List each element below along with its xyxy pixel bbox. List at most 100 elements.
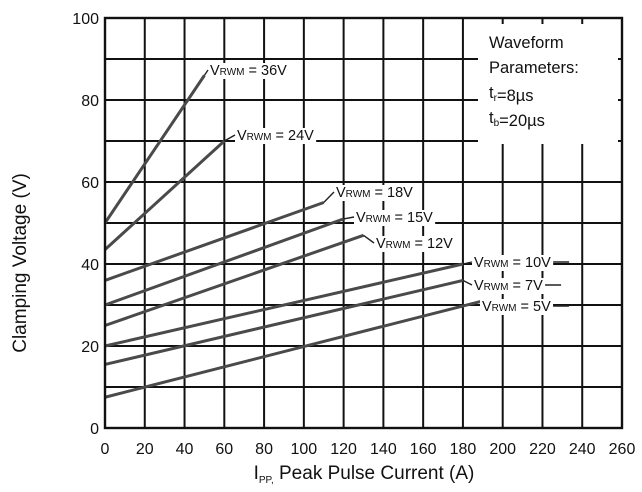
waveform-box: [478, 24, 618, 144]
waveform-line-3: tb=20µs: [489, 109, 545, 130]
series-label-tail: = 10V: [508, 255, 551, 271]
series-label-background: [480, 299, 554, 315]
x-tick-label: 120: [330, 441, 357, 458]
series-label-background: [472, 278, 546, 294]
x-axis-title-prefix: I: [254, 463, 259, 484]
series-label-subscript: RWM: [484, 282, 509, 293]
x-axis-title-rest: Peak Pulse Current (A): [274, 463, 475, 484]
waveform-line-0: Waveform: [489, 34, 564, 52]
x-tick-label: 240: [569, 441, 596, 458]
series-label-background: [208, 63, 290, 79]
series-label-head: V: [210, 63, 220, 79]
series-label-text: VRWM = 10V: [474, 255, 551, 271]
series-label-5: VRWM = 10V: [462, 255, 570, 271]
series-line-2: [104, 201, 325, 282]
series-label-subscript: RWM: [247, 132, 272, 143]
series-label-leader: [343, 216, 355, 220]
series-line-3: [104, 217, 345, 307]
series-label-head: V: [356, 210, 366, 226]
series-label-background: [354, 210, 436, 226]
series-label-head: V: [237, 128, 247, 144]
series-label-leader: [462, 261, 473, 265]
x-axis-title-subscript: PP,: [259, 475, 274, 486]
series-label-tail: = 24V: [271, 128, 314, 144]
series-label-1: VRWM = 24V: [223, 128, 317, 144]
series-label-subscript: RWM: [492, 303, 517, 314]
x-tick-label: 80: [255, 441, 273, 458]
series-label-text: VRWM = 36V: [210, 63, 287, 79]
x-axis-title: IPP, Peak Pulse Current (A): [254, 463, 475, 486]
x-tick-label: 160: [410, 441, 437, 458]
series-label-subscript: RWM: [346, 189, 371, 200]
series-label-tail: = 12V: [410, 236, 453, 252]
plot-frame: [103, 16, 624, 430]
series-label-leader: [223, 134, 236, 142]
y-axis-title: Clamping Voltage (V): [10, 173, 31, 353]
series-label-subscript: RWM: [366, 214, 391, 225]
series-line-6: [104, 278, 464, 366]
series-label-text: VRWM = 24V: [237, 128, 314, 144]
x-tick-labels: 0 20 40 60 80 100 120 140 160 180 200 220 240 260: [101, 441, 636, 458]
x-tick-label: 260: [609, 441, 636, 458]
series-label-text: VRWM = 5V: [482, 299, 551, 315]
y-tick-label: 0: [90, 421, 99, 438]
x-tick-label: 100: [290, 441, 317, 458]
series-label-7: VRWM = 5V: [480, 299, 570, 315]
series-label-subscript: RWM: [484, 259, 509, 270]
waveform-text: t: [489, 109, 494, 127]
series-line-0: [103, 74, 206, 224]
series-label-leader: [203, 69, 209, 76]
series-label-tail: = 7V: [508, 278, 543, 294]
series-label-tail: = 15V: [390, 210, 433, 226]
series-label-4: VRWM = 12V: [363, 234, 456, 252]
x-tick-label: 20: [136, 441, 154, 458]
series-label-leader: [363, 234, 375, 244]
series-label-tail: = 5V: [516, 299, 551, 315]
y-tick-label: 60: [81, 175, 99, 192]
series-line-7: [104, 299, 484, 399]
x-tick-label: 40: [176, 441, 194, 458]
series-label-text: VRWM = 7V: [474, 278, 543, 294]
waveform-text: t: [489, 84, 494, 102]
y-tick-label: 40: [81, 257, 99, 274]
series-label-head: V: [482, 299, 492, 315]
series-label-leader: [323, 191, 335, 203]
x-tick-label: 180: [450, 441, 477, 458]
waveform-text: =8µs: [497, 87, 534, 105]
series-line-4: [104, 233, 364, 327]
series-label-0: VRWM = 36V: [203, 63, 290, 79]
x-tick-label: 220: [529, 441, 556, 458]
series-label-head: V: [376, 236, 386, 252]
waveform-text: Parameters:: [489, 59, 579, 77]
waveform-text: Waveform: [489, 34, 564, 52]
series-label-background: [374, 236, 456, 252]
series-label-background: [334, 185, 416, 201]
series-label-head: V: [336, 185, 346, 201]
waveform-text: =20µs: [499, 112, 545, 130]
series-label-2: VRWM = 18V: [323, 185, 416, 203]
y-tick-label: 100: [72, 11, 99, 28]
series-line-1: [103, 139, 226, 251]
series-label-3: VRWM = 15V: [343, 210, 436, 226]
y-tick-labels: 0 20 40 60 80 100: [72, 11, 99, 438]
y-tick-label: 20: [81, 339, 99, 356]
series-label-head: V: [474, 278, 484, 294]
series-label-6: VRWM = 7V: [462, 278, 562, 294]
series-label-subscript: RWM: [220, 67, 245, 78]
series-label-subscript: RWM: [386, 240, 411, 251]
series-label-tail: = 18V: [370, 185, 413, 201]
series-label-text: VRWM = 15V: [356, 210, 433, 226]
series-label-background: [472, 255, 554, 271]
series-line-5: [104, 262, 464, 348]
series-label-background: [235, 128, 317, 144]
x-tick-label: 200: [489, 441, 516, 458]
series-label-text: VRWM = 12V: [376, 236, 453, 252]
waveform-line-1: Parameters:: [489, 59, 579, 77]
series-label-head: V: [474, 255, 484, 271]
x-tick-label: 0: [101, 441, 110, 458]
x-tick-label: 60: [215, 441, 233, 458]
series-lines: [103, 74, 484, 399]
